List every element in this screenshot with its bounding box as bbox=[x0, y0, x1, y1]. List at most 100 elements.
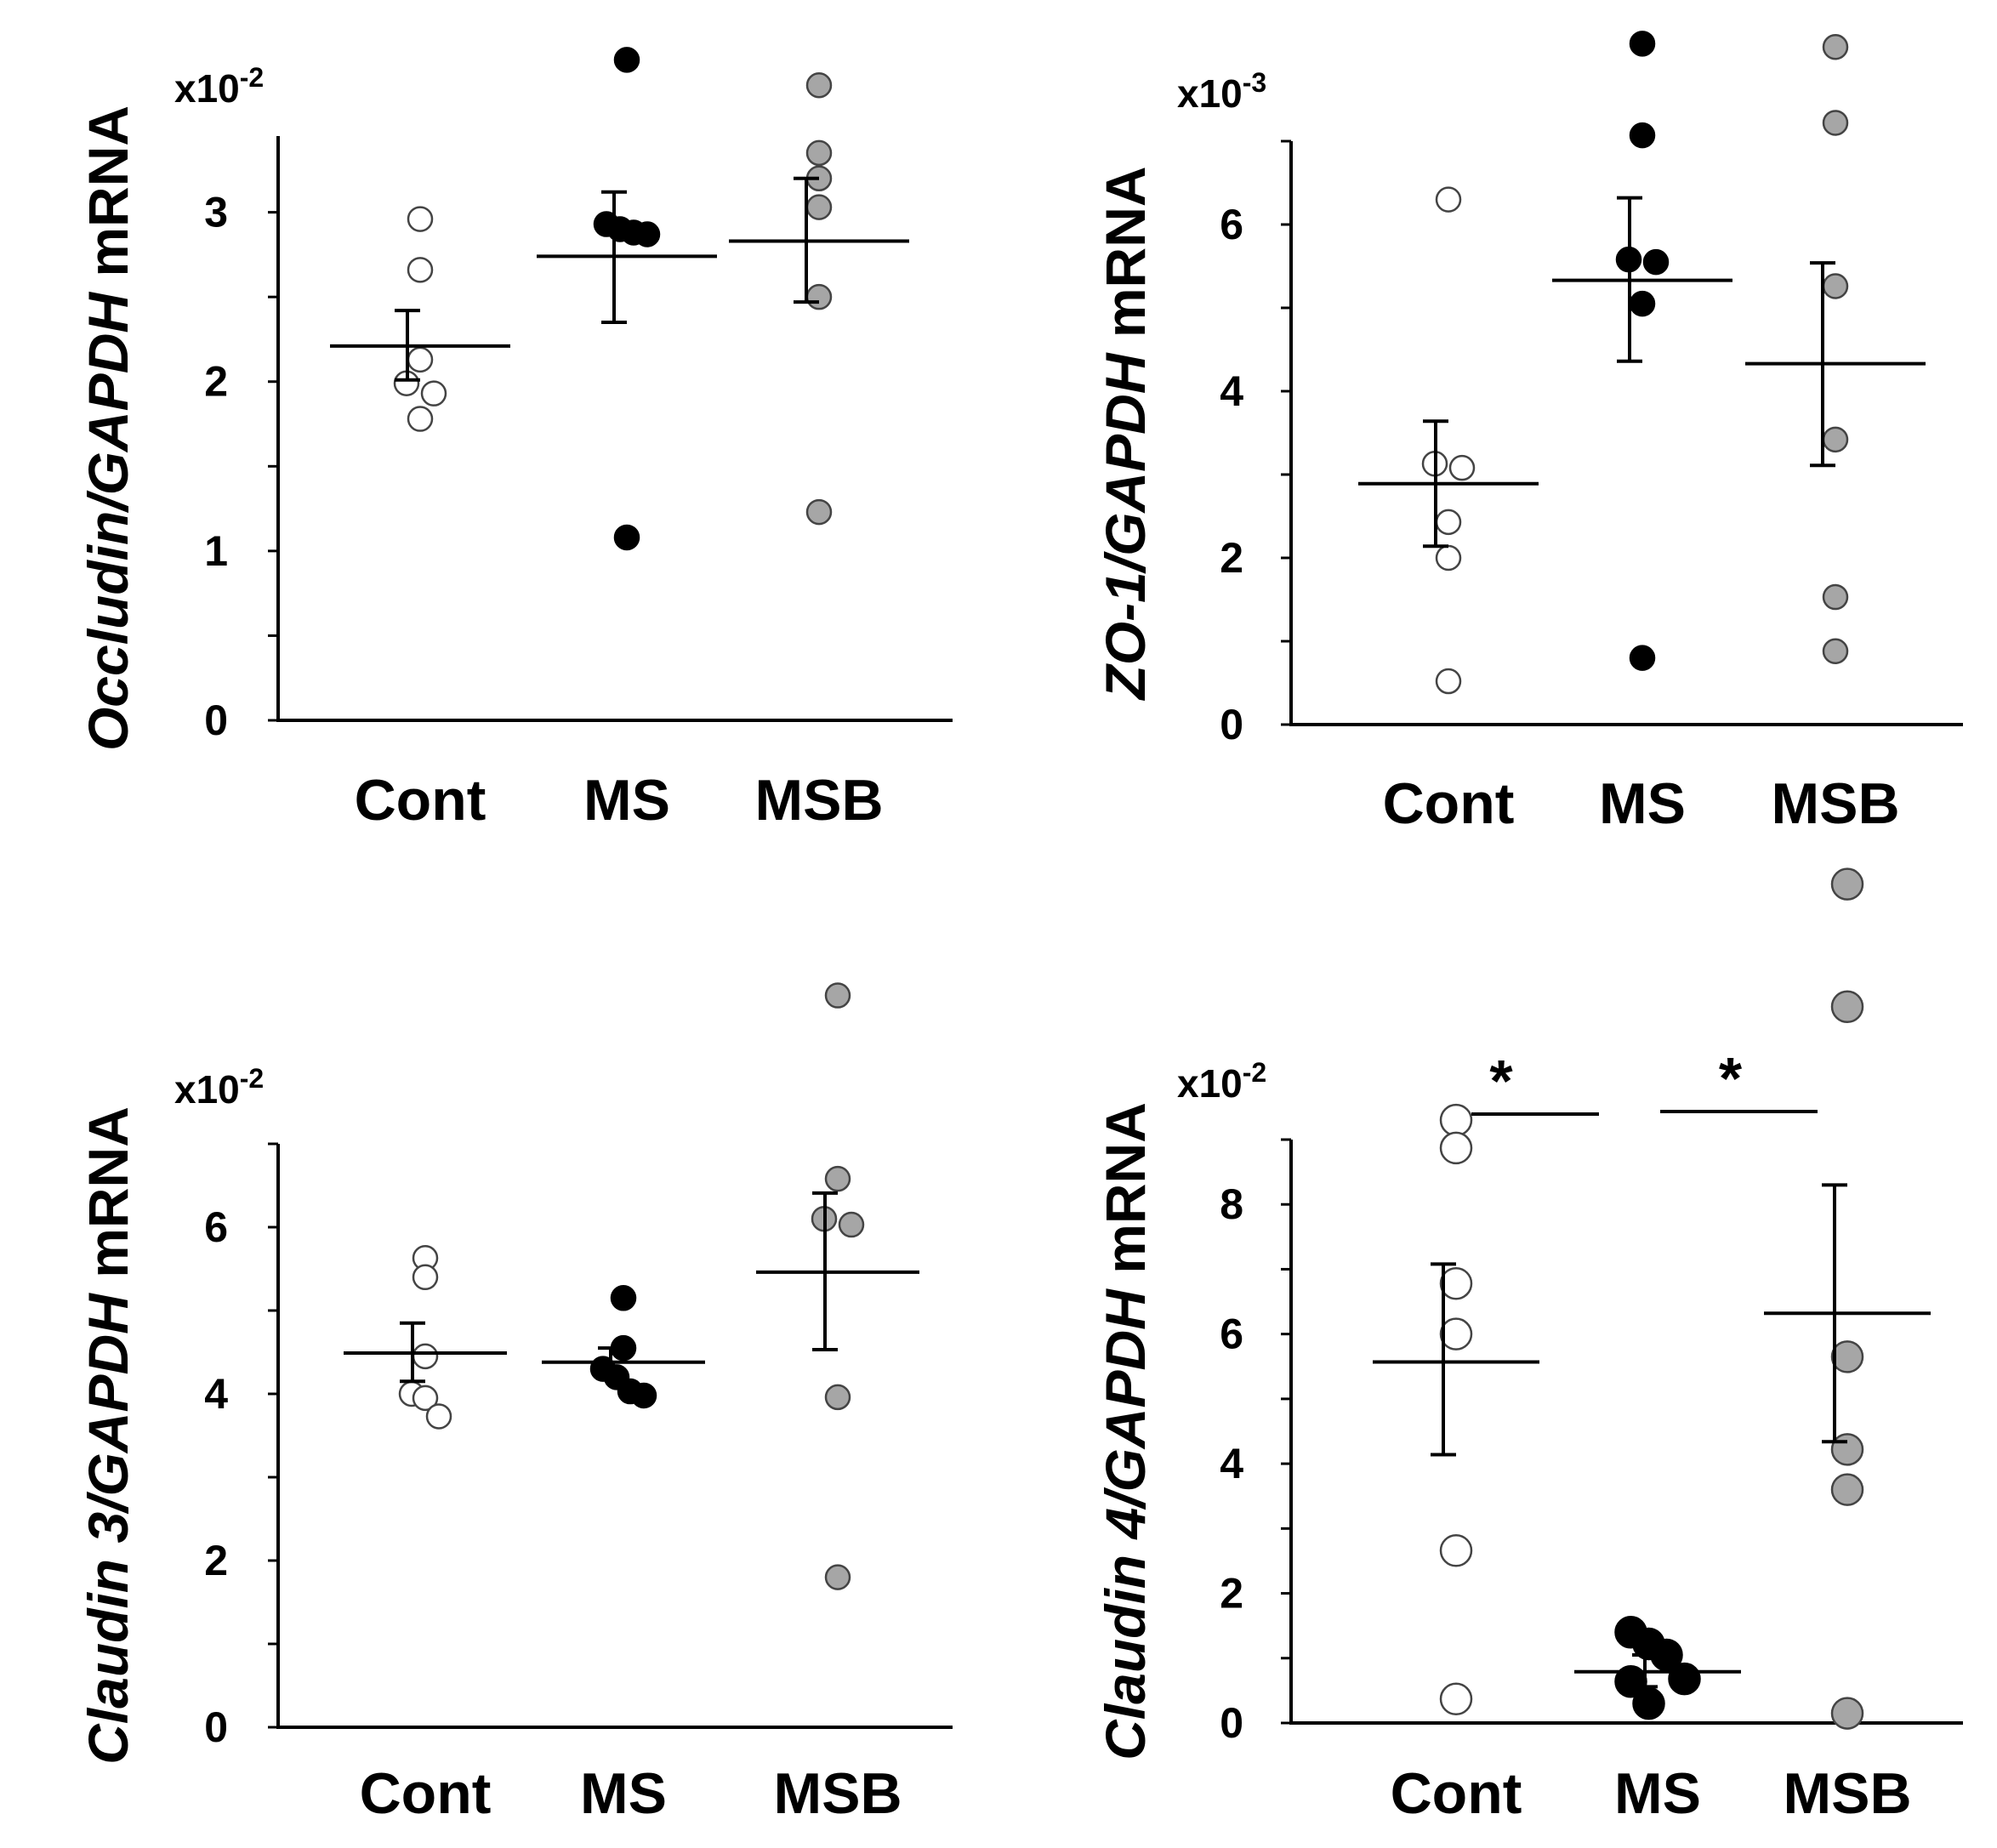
data-point bbox=[1822, 583, 1849, 611]
y-axis-label-part: Claudin 4/ bbox=[1094, 1487, 1157, 1760]
data-point bbox=[425, 1403, 452, 1430]
x-category-label: MSB bbox=[754, 768, 883, 833]
y-tick-label: 1 bbox=[204, 527, 228, 575]
y-axis-label: Occludin/GAPDH mRNA bbox=[77, 105, 139, 751]
data-point bbox=[824, 982, 851, 1009]
x-category-label: MS bbox=[580, 1761, 667, 1826]
multiplier-base: x10 bbox=[174, 1067, 240, 1112]
y-axis-label-part: mRNA bbox=[77, 105, 139, 293]
y-axis-label-part: GAPDH bbox=[1094, 352, 1157, 556]
data-point bbox=[407, 257, 434, 283]
panel-zo1: 0 2 4 6 x10-3 ZO-1/GAPDH mRNA Cont MS MSB bbox=[1094, 31, 1963, 836]
panel-claudin3: 0 2 4 6 x10-2 Claudin 3/GAPDH mRNA Cont MS MSB bbox=[77, 982, 953, 1826]
data-point bbox=[630, 1382, 657, 1409]
data-point bbox=[634, 221, 661, 247]
x-category-label: MS bbox=[1599, 771, 1686, 836]
y-tick-label: 6 bbox=[1220, 1311, 1243, 1358]
data-point bbox=[613, 524, 640, 551]
multiplier-exponent: -2 bbox=[240, 62, 264, 93]
data-point bbox=[407, 346, 434, 373]
y-tick-label: 4 bbox=[1220, 367, 1243, 415]
y-tick-label: 4 bbox=[204, 1370, 228, 1418]
multiplier-base: x10 bbox=[174, 66, 240, 111]
data-point bbox=[1439, 1131, 1473, 1165]
data-point bbox=[1435, 186, 1462, 213]
panel-occludin: 0 1 2 3 x10-2 Occludin/GAPDH mRNA Cont MS MSB bbox=[77, 47, 953, 833]
data-point bbox=[1629, 122, 1656, 149]
y-tick-label: 8 bbox=[1220, 1180, 1243, 1228]
data-point bbox=[412, 1264, 439, 1291]
axis-multiplier: x10-2 bbox=[1177, 1057, 1266, 1106]
x-category-label: Cont bbox=[360, 1761, 492, 1826]
y-tick-label: 3 bbox=[204, 189, 228, 236]
data-point bbox=[1629, 290, 1656, 317]
data-point bbox=[1822, 273, 1849, 299]
data-point bbox=[1439, 1533, 1473, 1567]
data-point bbox=[420, 380, 447, 407]
data-point bbox=[805, 283, 833, 310]
y-axis-label: ZO-1/GAPDH mRNA bbox=[1094, 166, 1157, 701]
data-point bbox=[1629, 31, 1656, 57]
data-point bbox=[805, 139, 833, 167]
significance-marker: * bbox=[1489, 1048, 1513, 1114]
data-point bbox=[407, 406, 434, 432]
data-point bbox=[613, 47, 640, 73]
y-tick-label: 4 bbox=[1220, 1440, 1243, 1487]
y-tick-label: 0 bbox=[1220, 1699, 1243, 1747]
data-point bbox=[1830, 1473, 1864, 1506]
data-point bbox=[412, 1343, 439, 1370]
data-point bbox=[412, 1385, 439, 1412]
axis-multiplier: x10-2 bbox=[174, 62, 264, 111]
data-point bbox=[610, 1285, 637, 1311]
data-point bbox=[407, 206, 434, 232]
axis-multiplier: x10-2 bbox=[174, 1063, 264, 1112]
y-axis-label-part: GAPDH bbox=[77, 292, 139, 496]
x-category-label: Cont bbox=[1383, 771, 1515, 836]
data-point bbox=[824, 1564, 851, 1590]
y-tick-label: 6 bbox=[1220, 201, 1243, 248]
data-point bbox=[805, 194, 833, 220]
panel-claudin4: 0 2 4 6 8 x10-2 Claudin 4/GAPDH mRNA Cont MS MSB *… bbox=[1094, 867, 1963, 1826]
data-point bbox=[1668, 1662, 1701, 1696]
data-point bbox=[1830, 990, 1864, 1023]
data-point bbox=[1435, 668, 1462, 695]
x-category-label: MSB bbox=[773, 1761, 902, 1826]
x-category-label: MS bbox=[1614, 1761, 1701, 1826]
y-axis-label-part: GAPDH bbox=[77, 1293, 139, 1497]
data-point bbox=[1822, 34, 1849, 60]
multiplier-exponent: -3 bbox=[1243, 67, 1266, 98]
data-point bbox=[1435, 509, 1462, 536]
data-point bbox=[1632, 1686, 1665, 1720]
multiplier-exponent: -2 bbox=[1243, 1057, 1266, 1088]
x-category-label: MS bbox=[583, 768, 670, 833]
data-point bbox=[1439, 1103, 1473, 1137]
multiplier-exponent: -2 bbox=[240, 1063, 264, 1094]
data-point bbox=[824, 1165, 851, 1192]
data-point bbox=[1830, 867, 1864, 901]
x-category-label: MSB bbox=[1783, 1761, 1911, 1826]
y-tick-label: 2 bbox=[1220, 534, 1243, 582]
y-axis-label: Claudin 4/GAPDH mRNA bbox=[1094, 1102, 1157, 1760]
data-point bbox=[1830, 1697, 1864, 1730]
y-tick-label: 0 bbox=[204, 697, 228, 744]
data-point bbox=[805, 498, 833, 526]
x-category-label: MSB bbox=[1771, 771, 1899, 836]
multiplier-base: x10 bbox=[1177, 1061, 1243, 1106]
y-axis-label-part: Occludin/ bbox=[77, 490, 139, 751]
y-axis-label-part: Claudin 3/ bbox=[77, 1491, 139, 1765]
data-point bbox=[1642, 248, 1670, 276]
x-category-label: Cont bbox=[1391, 1761, 1522, 1826]
x-category-label: Cont bbox=[355, 768, 486, 833]
data-point bbox=[1439, 1266, 1473, 1300]
data-point bbox=[1629, 645, 1656, 671]
y-axis-label: Claudin 3/GAPDH mRNA bbox=[77, 1106, 139, 1765]
data-point bbox=[805, 72, 833, 99]
data-point bbox=[1830, 1433, 1864, 1466]
data-point bbox=[1822, 110, 1849, 136]
data-point bbox=[838, 1211, 865, 1238]
y-axis-label-part: ZO-1/ bbox=[1094, 550, 1157, 701]
y-tick-label: 6 bbox=[204, 1203, 228, 1251]
data-point bbox=[1448, 454, 1476, 481]
data-point bbox=[1439, 1317, 1473, 1350]
